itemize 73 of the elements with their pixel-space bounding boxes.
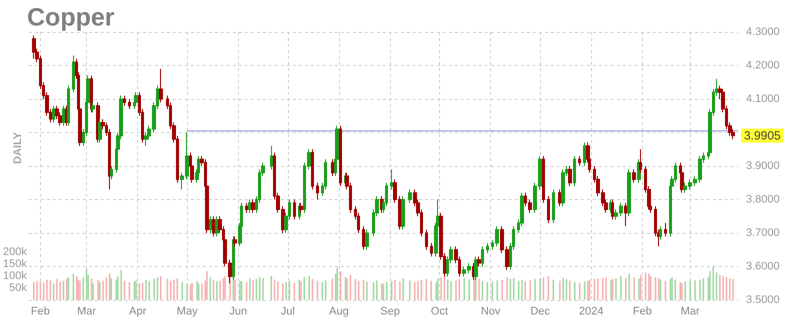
y-tick-label: 4.2000 bbox=[746, 60, 780, 72]
candlestick bbox=[72, 54, 75, 93]
chart-title: Copper bbox=[27, 4, 115, 32]
candlestick bbox=[390, 168, 393, 190]
candlestick bbox=[401, 196, 405, 230]
candlestick bbox=[408, 188, 412, 204]
candlestick bbox=[128, 98, 131, 110]
candlestick bbox=[365, 229, 369, 250]
candlestick bbox=[209, 216, 212, 234]
candlestick bbox=[547, 196, 550, 224]
candlestick bbox=[561, 168, 565, 207]
candlestick bbox=[477, 256, 481, 267]
x-tick-label: Feb bbox=[632, 306, 652, 318]
candlestick bbox=[583, 142, 586, 166]
candlestick bbox=[233, 236, 237, 247]
candlestick bbox=[316, 182, 319, 200]
x-tick-label: Mar bbox=[77, 306, 96, 318]
text: DAILY bbox=[12, 131, 24, 164]
candlestick bbox=[552, 188, 555, 224]
x-tick-label: Feb bbox=[30, 306, 50, 318]
candlestick bbox=[627, 168, 631, 217]
annotation: 3.9905 bbox=[744, 128, 782, 143]
y-tick-label: 3.6000 bbox=[746, 260, 780, 272]
candlestick bbox=[362, 226, 365, 250]
candlestick bbox=[123, 95, 126, 106]
x-tick-label: Mar bbox=[680, 306, 700, 318]
y2-tick-label: 200k bbox=[2, 246, 28, 258]
y2-tick-label: 50k bbox=[9, 282, 28, 294]
y-tick-label: 3.5000 bbox=[746, 294, 780, 306]
candlestick bbox=[495, 226, 499, 247]
candlestick bbox=[251, 199, 255, 214]
candlestick bbox=[245, 202, 248, 214]
y2-tick-label: 150k bbox=[2, 258, 28, 270]
candlestick bbox=[212, 216, 215, 237]
candlestick bbox=[331, 158, 334, 177]
candlestick bbox=[311, 148, 314, 190]
candlestick bbox=[664, 222, 667, 237]
candlestick bbox=[110, 166, 113, 180]
x-tick-label: May bbox=[176, 306, 198, 318]
candlestick bbox=[98, 118, 102, 144]
candlestick bbox=[32, 34, 36, 60]
candlestick bbox=[542, 155, 545, 204]
candlestick bbox=[632, 168, 636, 184]
x-tick-label: Sep bbox=[380, 306, 400, 318]
candlestick bbox=[573, 155, 576, 187]
x-tick-label: Jul bbox=[280, 306, 295, 318]
y2-tick-label: 100k bbox=[2, 270, 28, 282]
x-tick-label: Dec bbox=[530, 306, 550, 318]
y-tick-label: 3.9000 bbox=[746, 160, 780, 172]
candlestick bbox=[481, 246, 484, 267]
candlestick bbox=[62, 105, 65, 126]
x-tick-label: Apr bbox=[129, 306, 147, 318]
candlestick bbox=[52, 105, 55, 123]
x-tick-label: Jun bbox=[229, 306, 248, 318]
x-tick-label: Oct bbox=[430, 306, 448, 318]
candlestick bbox=[91, 102, 95, 113]
candlestick bbox=[430, 242, 433, 257]
y-tick-label: 3.7000 bbox=[746, 227, 780, 239]
x-tick-label: 2024 bbox=[578, 306, 604, 318]
candlestick bbox=[293, 199, 296, 220]
candlestick bbox=[159, 68, 163, 103]
y-tick-label: 3.8000 bbox=[746, 194, 780, 206]
x-tick-label: Aug bbox=[329, 306, 349, 318]
candlestick bbox=[578, 155, 581, 166]
candlestick bbox=[270, 145, 273, 170]
y-tick-label: 4.3000 bbox=[746, 26, 780, 38]
candlestick bbox=[339, 125, 342, 187]
candlestick bbox=[624, 202, 628, 227]
y-tick-label: 4.1000 bbox=[746, 93, 780, 105]
x-tick-label: Nov bbox=[480, 306, 501, 318]
candlestick bbox=[486, 242, 489, 254]
candlestick bbox=[568, 166, 572, 187]
candlestick bbox=[425, 229, 428, 250]
